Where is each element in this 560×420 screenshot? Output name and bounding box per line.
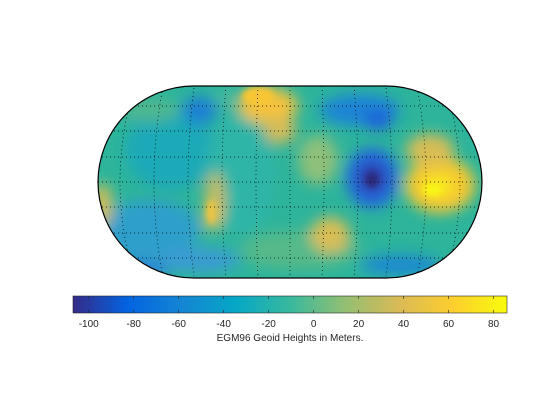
colorbar-title: EGM96 Geoid Heights in Meters. <box>217 333 364 344</box>
geoid-map <box>97 85 483 279</box>
colorbar-tick-label: 0 <box>311 319 317 330</box>
colorbar-tick-label: 60 <box>443 319 455 330</box>
colorbar: -100 -80 -60 -40 -20 0 20 40 60 80 EGM96 Geoid He… <box>72 295 508 344</box>
colorbar-ticks <box>88 296 494 313</box>
colorbar-tick-label: 40 <box>398 319 410 330</box>
colorbar-tick-label: -100 <box>79 319 99 330</box>
colorbar-tick-label: 20 <box>353 319 365 330</box>
graticule <box>98 86 482 278</box>
colorbar-frame <box>72 295 508 314</box>
colorbar-tick-label: -20 <box>261 319 276 330</box>
colorbar-tick-label: -60 <box>171 319 186 330</box>
colorbar-tick-label: -40 <box>216 319 231 330</box>
colorbar-gradient <box>73 296 507 313</box>
colorbar-tick-label: -80 <box>126 319 141 330</box>
colorbar-tick-label: 80 <box>488 319 500 330</box>
colorbar-tick-labels: -100 -80 -60 -40 -20 0 20 40 60 80 <box>79 319 500 330</box>
map-frame <box>97 85 483 279</box>
